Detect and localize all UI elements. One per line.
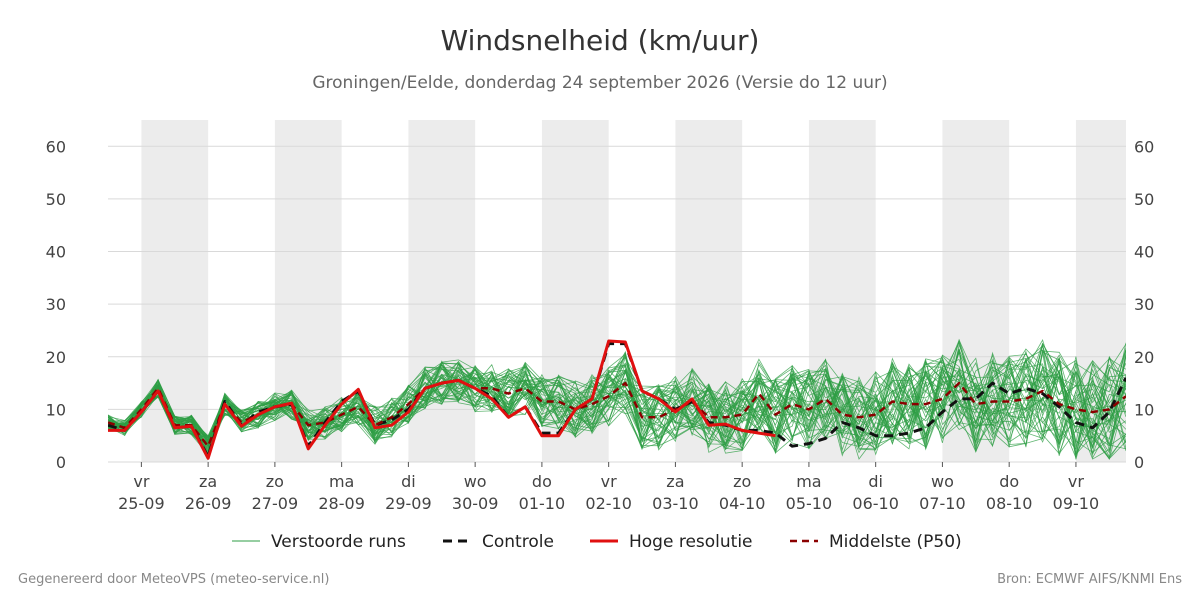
x-tick-day: za — [666, 472, 684, 491]
ensemble-member-line — [108, 352, 1126, 448]
ensemble-member-line — [108, 360, 1126, 456]
y-tick-label-left: 0 — [56, 453, 66, 472]
ensemble-member-line — [108, 338, 1126, 454]
x-tick-day: zo — [733, 472, 751, 491]
median-line — [108, 379, 1126, 448]
footer-source: Bron: ECMWF AIFS/KNMI Ens — [997, 572, 1182, 587]
ensemble-member-line — [108, 354, 1126, 450]
x-tick-date: 06-10 — [852, 494, 899, 513]
x-tick-date: 05-10 — [786, 494, 833, 513]
y-tick-label-right: 10 — [1134, 400, 1154, 419]
y-tick-label-left: 40 — [46, 243, 66, 262]
ensemble-member-line — [108, 353, 1126, 454]
x-tick-date: 27-09 — [252, 494, 299, 513]
ensemble-member-line — [108, 350, 1126, 456]
x-tick-date: 03-10 — [652, 494, 699, 513]
y-tick-label-right: 0 — [1134, 453, 1144, 472]
x-tick-date: 09-10 — [1053, 494, 1100, 513]
x-tick-day: vr — [601, 472, 617, 491]
y-tick-label-right: 40 — [1134, 243, 1154, 262]
y-tick-label-right: 20 — [1134, 348, 1154, 367]
y-tick-label-right: 60 — [1134, 137, 1154, 156]
x-tick-day: di — [401, 472, 416, 491]
x-tick-date: 28-09 — [318, 494, 365, 513]
page-subtitle: Groningen/Eelde, donderdag 24 september … — [312, 73, 888, 93]
x-tick-day: do — [532, 472, 552, 491]
x-tick-day: wo — [464, 472, 487, 491]
ensemble-member-line — [108, 352, 1126, 455]
day-shade-band — [141, 120, 209, 462]
x-tick-date: 29-09 — [385, 494, 432, 513]
x-tick-date: 01-10 — [519, 494, 566, 513]
x-tick-date: 26-09 — [185, 494, 232, 513]
y-tick-label-left: 30 — [46, 295, 66, 314]
x-tick-day: za — [199, 472, 217, 491]
legend-label-high_res: Hoge resolutie — [629, 532, 753, 552]
legend-label-median: Middelste (P50) — [829, 532, 962, 552]
x-tick-date: 04-10 — [719, 494, 766, 513]
x-tick-day: ma — [329, 472, 354, 491]
legend-label-control: Controle — [482, 532, 554, 552]
x-tick-date: 25-09 — [118, 494, 165, 513]
legend-label-ensemble: Verstoorde runs — [271, 532, 406, 552]
x-tick-day: di — [868, 472, 883, 491]
high-res-line — [108, 339, 776, 460]
y-tick-label-right: 30 — [1134, 295, 1154, 314]
y-tick-label-left: 50 — [46, 190, 66, 209]
x-tick-day: vr — [1068, 472, 1084, 491]
x-tick-date: 02-10 — [585, 494, 632, 513]
x-tick-date: 07-10 — [919, 494, 966, 513]
ensemble-member-line — [108, 358, 1126, 454]
x-tick-day: vr — [133, 472, 149, 491]
page-title: Windsnelheid (km/uur) — [440, 24, 760, 57]
footer-credit: Gegenereerd door MeteoVPS (meteo-service… — [18, 572, 330, 587]
x-tick-day: zo — [266, 472, 284, 491]
x-tick-date: 30-09 — [452, 494, 499, 513]
y-tick-label-left: 60 — [46, 137, 66, 156]
x-tick-day: wo — [931, 472, 954, 491]
x-tick-day: ma — [796, 472, 821, 491]
x-tick-date: 08-10 — [986, 494, 1033, 513]
ensemble-member-line — [108, 357, 1126, 447]
y-tick-label-left: 10 — [46, 400, 66, 419]
x-tick-day: do — [999, 472, 1019, 491]
y-tick-label-right: 50 — [1134, 190, 1154, 209]
y-tick-label-left: 20 — [46, 348, 66, 367]
